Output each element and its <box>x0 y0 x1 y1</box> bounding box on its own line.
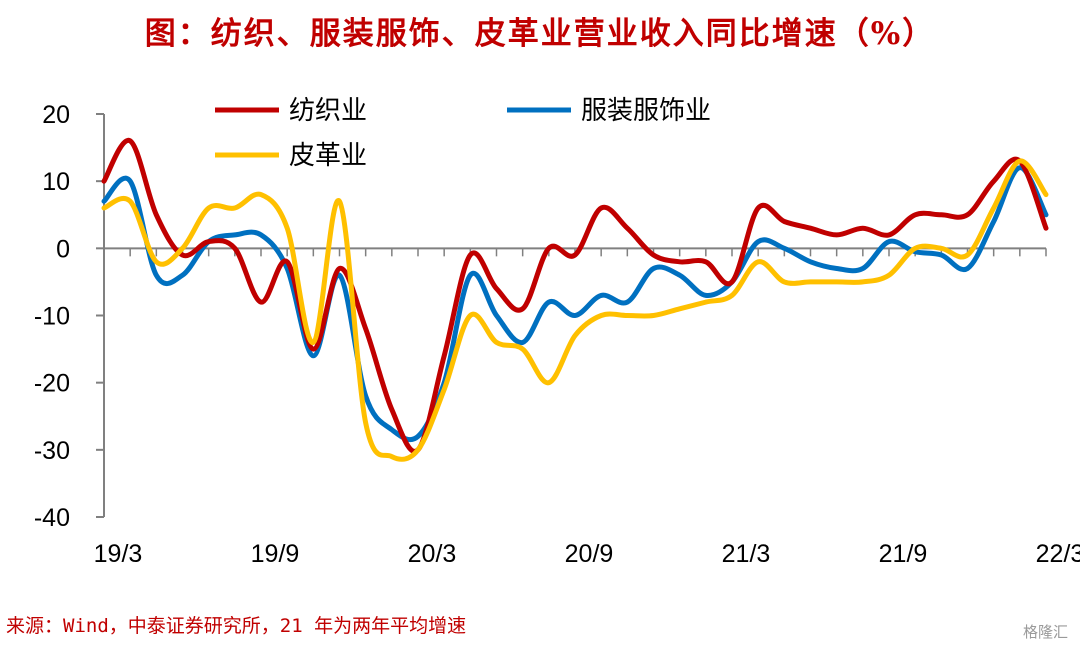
series-lines <box>101 138 1049 462</box>
x-tick-label: 21/9 <box>879 540 928 568</box>
watermark-logo: 格隆汇 <box>1022 623 1068 641</box>
y-tick-label: 10 <box>42 168 70 196</box>
x-tick-label: 19/3 <box>94 540 143 568</box>
legend-label: 服装服饰业 <box>581 96 711 126</box>
chart-title: 图：纺织、服装服饰、皮革业营业收入同比增速（%） <box>144 16 936 52</box>
x-tick-label: 22/3 <box>1036 540 1080 568</box>
y-tick-label: -40 <box>34 504 70 532</box>
legend-label: 皮革业 <box>289 141 367 171</box>
y-tick-label: -30 <box>34 437 70 465</box>
series-line-1 <box>101 138 1049 454</box>
x-tick-label: 20/3 <box>408 540 457 568</box>
x-tick-label: 20/9 <box>565 540 614 568</box>
y-axis: 20 10 0 -10 -20 -30 -40 <box>34 101 104 532</box>
y-tick-label: -10 <box>34 303 70 331</box>
y-tick-label: 0 <box>56 235 70 263</box>
legend-label: 纺织业 <box>289 96 367 126</box>
x-axis: 19/3 19/9 20/3 20/9 21/3 21/9 22/3 <box>94 248 1080 568</box>
series-line-3 <box>101 158 1049 462</box>
x-tick-label: 19/9 <box>251 540 300 568</box>
series-line-2 <box>101 165 1049 443</box>
y-tick-label: 20 <box>42 101 70 129</box>
x-tick-label: 21/3 <box>722 540 771 568</box>
source-note: 来源：Wind，中泰证券研究所，21 年为两年平均增速 <box>6 615 467 637</box>
y-tick-label: -20 <box>34 370 70 398</box>
